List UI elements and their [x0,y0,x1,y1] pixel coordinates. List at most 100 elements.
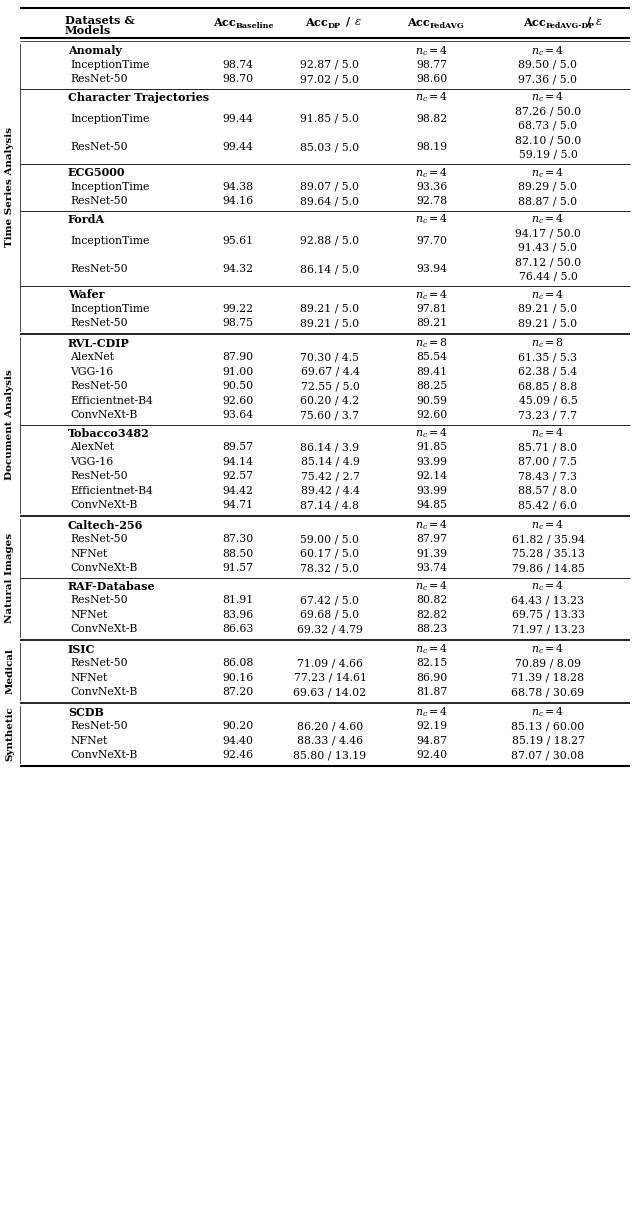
Text: 91.57: 91.57 [223,563,253,573]
Text: FordA: FordA [68,213,105,225]
Text: 68.73 / 5.0: 68.73 / 5.0 [518,120,577,131]
Text: $n_c = 4$: $n_c = 4$ [415,212,449,226]
Text: NFNet: NFNet [70,736,108,746]
Text: 89.50 / 5.0: 89.50 / 5.0 [518,60,577,70]
Text: 85.80 / 13.19: 85.80 / 13.19 [293,750,367,761]
Text: 89.42 / 4.4: 89.42 / 4.4 [301,486,360,496]
Text: Medical: Medical [6,648,15,694]
Text: AlexNet: AlexNet [70,442,114,453]
Text: ConvNeXt-B: ConvNeXt-B [70,501,137,510]
Text: $n_c = 4$: $n_c = 4$ [415,426,449,440]
Text: 69.67 / 4.4: 69.67 / 4.4 [301,367,360,377]
Text: 87.12 / 50.0: 87.12 / 50.0 [515,258,581,267]
Text: 70.89 / 8.09: 70.89 / 8.09 [515,658,581,669]
Text: Caltech-256: Caltech-256 [68,520,143,531]
Text: 94.40: 94.40 [223,736,253,746]
Text: Synthetic: Synthetic [6,707,15,762]
Text: 64.43 / 13.23: 64.43 / 13.23 [511,595,584,605]
Text: Efficientnet-B4: Efficientnet-B4 [70,396,153,406]
Text: 88.25: 88.25 [417,382,447,391]
Text: 87.20: 87.20 [222,687,253,697]
Text: RVL-CDIP: RVL-CDIP [68,337,130,348]
Text: 94.87: 94.87 [417,736,447,746]
Text: 95.61: 95.61 [223,236,253,245]
Text: Document Analysis: Document Analysis [6,369,15,480]
Text: 59.19 / 5.0: 59.19 / 5.0 [518,150,577,160]
Text: Tobacco3482: Tobacco3482 [68,428,150,439]
Text: Acc: Acc [523,16,546,27]
Text: $n_c = 4$: $n_c = 4$ [415,288,449,302]
Text: 89.21 / 5.0: 89.21 / 5.0 [518,318,577,329]
Text: 89.21 / 5.0: 89.21 / 5.0 [518,304,577,314]
Text: $n_c = 4$: $n_c = 4$ [531,288,564,302]
Text: 78.43 / 7.3: 78.43 / 7.3 [518,471,577,481]
Text: ConvNeXt-B: ConvNeXt-B [70,687,137,697]
Text: 85.13 / 60.00: 85.13 / 60.00 [511,721,584,731]
Text: Character Trajectories: Character Trajectories [68,92,209,103]
Text: 92.60: 92.60 [222,396,253,406]
Text: $n_c = 4$: $n_c = 4$ [415,518,449,533]
Text: 45.09 / 6.5: 45.09 / 6.5 [518,396,577,406]
Text: 92.14: 92.14 [417,471,447,481]
Text: 92.60: 92.60 [417,410,447,421]
Text: 94.38: 94.38 [223,182,253,191]
Text: 67.42 / 5.0: 67.42 / 5.0 [301,595,360,605]
Text: 69.32 / 4.79: 69.32 / 4.79 [297,625,363,634]
Text: VGG-16: VGG-16 [70,456,113,466]
Text: 59.00 / 5.0: 59.00 / 5.0 [301,534,360,545]
Text: 82.10 / 50.0: 82.10 / 50.0 [515,135,581,145]
Text: 71.97 / 13.23: 71.97 / 13.23 [511,625,584,634]
Text: 85.14 / 4.9: 85.14 / 4.9 [301,456,360,466]
Text: 87.97: 87.97 [417,534,447,545]
Text: 93.74: 93.74 [417,563,447,573]
Text: 87.90: 87.90 [223,352,253,362]
Text: 85.03 / 5.0: 85.03 / 5.0 [300,142,360,152]
Text: 81.87: 81.87 [417,687,447,697]
Text: $n_c = 4$: $n_c = 4$ [415,643,449,656]
Text: 91.85 / 5.0: 91.85 / 5.0 [301,114,360,124]
Text: 89.21 / 5.0: 89.21 / 5.0 [300,318,360,329]
Text: Acc: Acc [305,16,328,27]
Text: 94.71: 94.71 [223,501,253,510]
Text: 97.02 / 5.0: 97.02 / 5.0 [301,75,360,85]
Text: 91.39: 91.39 [417,548,447,558]
Text: FedAVG-DP: FedAVG-DP [546,22,595,29]
Text: NFNet: NFNet [70,548,108,558]
Text: 85.71 / 8.0: 85.71 / 8.0 [518,442,577,453]
Text: 98.75: 98.75 [223,318,253,329]
Text: 94.14: 94.14 [223,456,253,466]
Text: AlexNet: AlexNet [70,352,114,362]
Text: 90.16: 90.16 [222,672,253,682]
Text: SCDB: SCDB [68,707,104,718]
Text: 75.42 / 2.7: 75.42 / 2.7 [301,471,360,481]
Text: 79.86 / 14.85: 79.86 / 14.85 [511,563,584,573]
Text: VGG-16: VGG-16 [70,367,113,377]
Text: $n_c = 4$: $n_c = 4$ [531,643,564,656]
Text: InceptionTime: InceptionTime [70,304,149,314]
Text: 99.22: 99.22 [223,304,253,314]
Text: $n_c = 4$: $n_c = 4$ [415,579,449,593]
Text: 93.64: 93.64 [223,410,253,421]
Text: 98.77: 98.77 [417,60,447,70]
Text: ResNet-50: ResNet-50 [70,196,127,206]
Text: 62.38 / 5.4: 62.38 / 5.4 [518,367,577,377]
Text: InceptionTime: InceptionTime [70,182,149,191]
Text: 71.39 / 18.28: 71.39 / 18.28 [511,672,584,682]
Text: / $\epsilon$: / $\epsilon$ [583,16,603,28]
Text: ResNet-50: ResNet-50 [70,534,127,545]
Text: 87.00 / 7.5: 87.00 / 7.5 [518,456,577,466]
Text: ResNet-50: ResNet-50 [70,595,127,605]
Text: 85.54: 85.54 [417,352,447,362]
Text: Efficientnet-B4: Efficientnet-B4 [70,486,153,496]
Text: 98.60: 98.60 [417,75,447,85]
Text: 82.15: 82.15 [417,658,447,669]
Text: 90.20: 90.20 [222,721,253,731]
Text: 98.82: 98.82 [417,114,447,124]
Text: 98.70: 98.70 [223,75,253,85]
Text: 89.64 / 5.0: 89.64 / 5.0 [301,196,360,206]
Text: ConvNeXt-B: ConvNeXt-B [70,410,137,421]
Text: 91.85: 91.85 [417,442,447,453]
Text: 75.28 / 35.13: 75.28 / 35.13 [511,548,584,558]
Text: Models: Models [65,26,111,37]
Text: $n_c = 4$: $n_c = 4$ [415,166,449,179]
